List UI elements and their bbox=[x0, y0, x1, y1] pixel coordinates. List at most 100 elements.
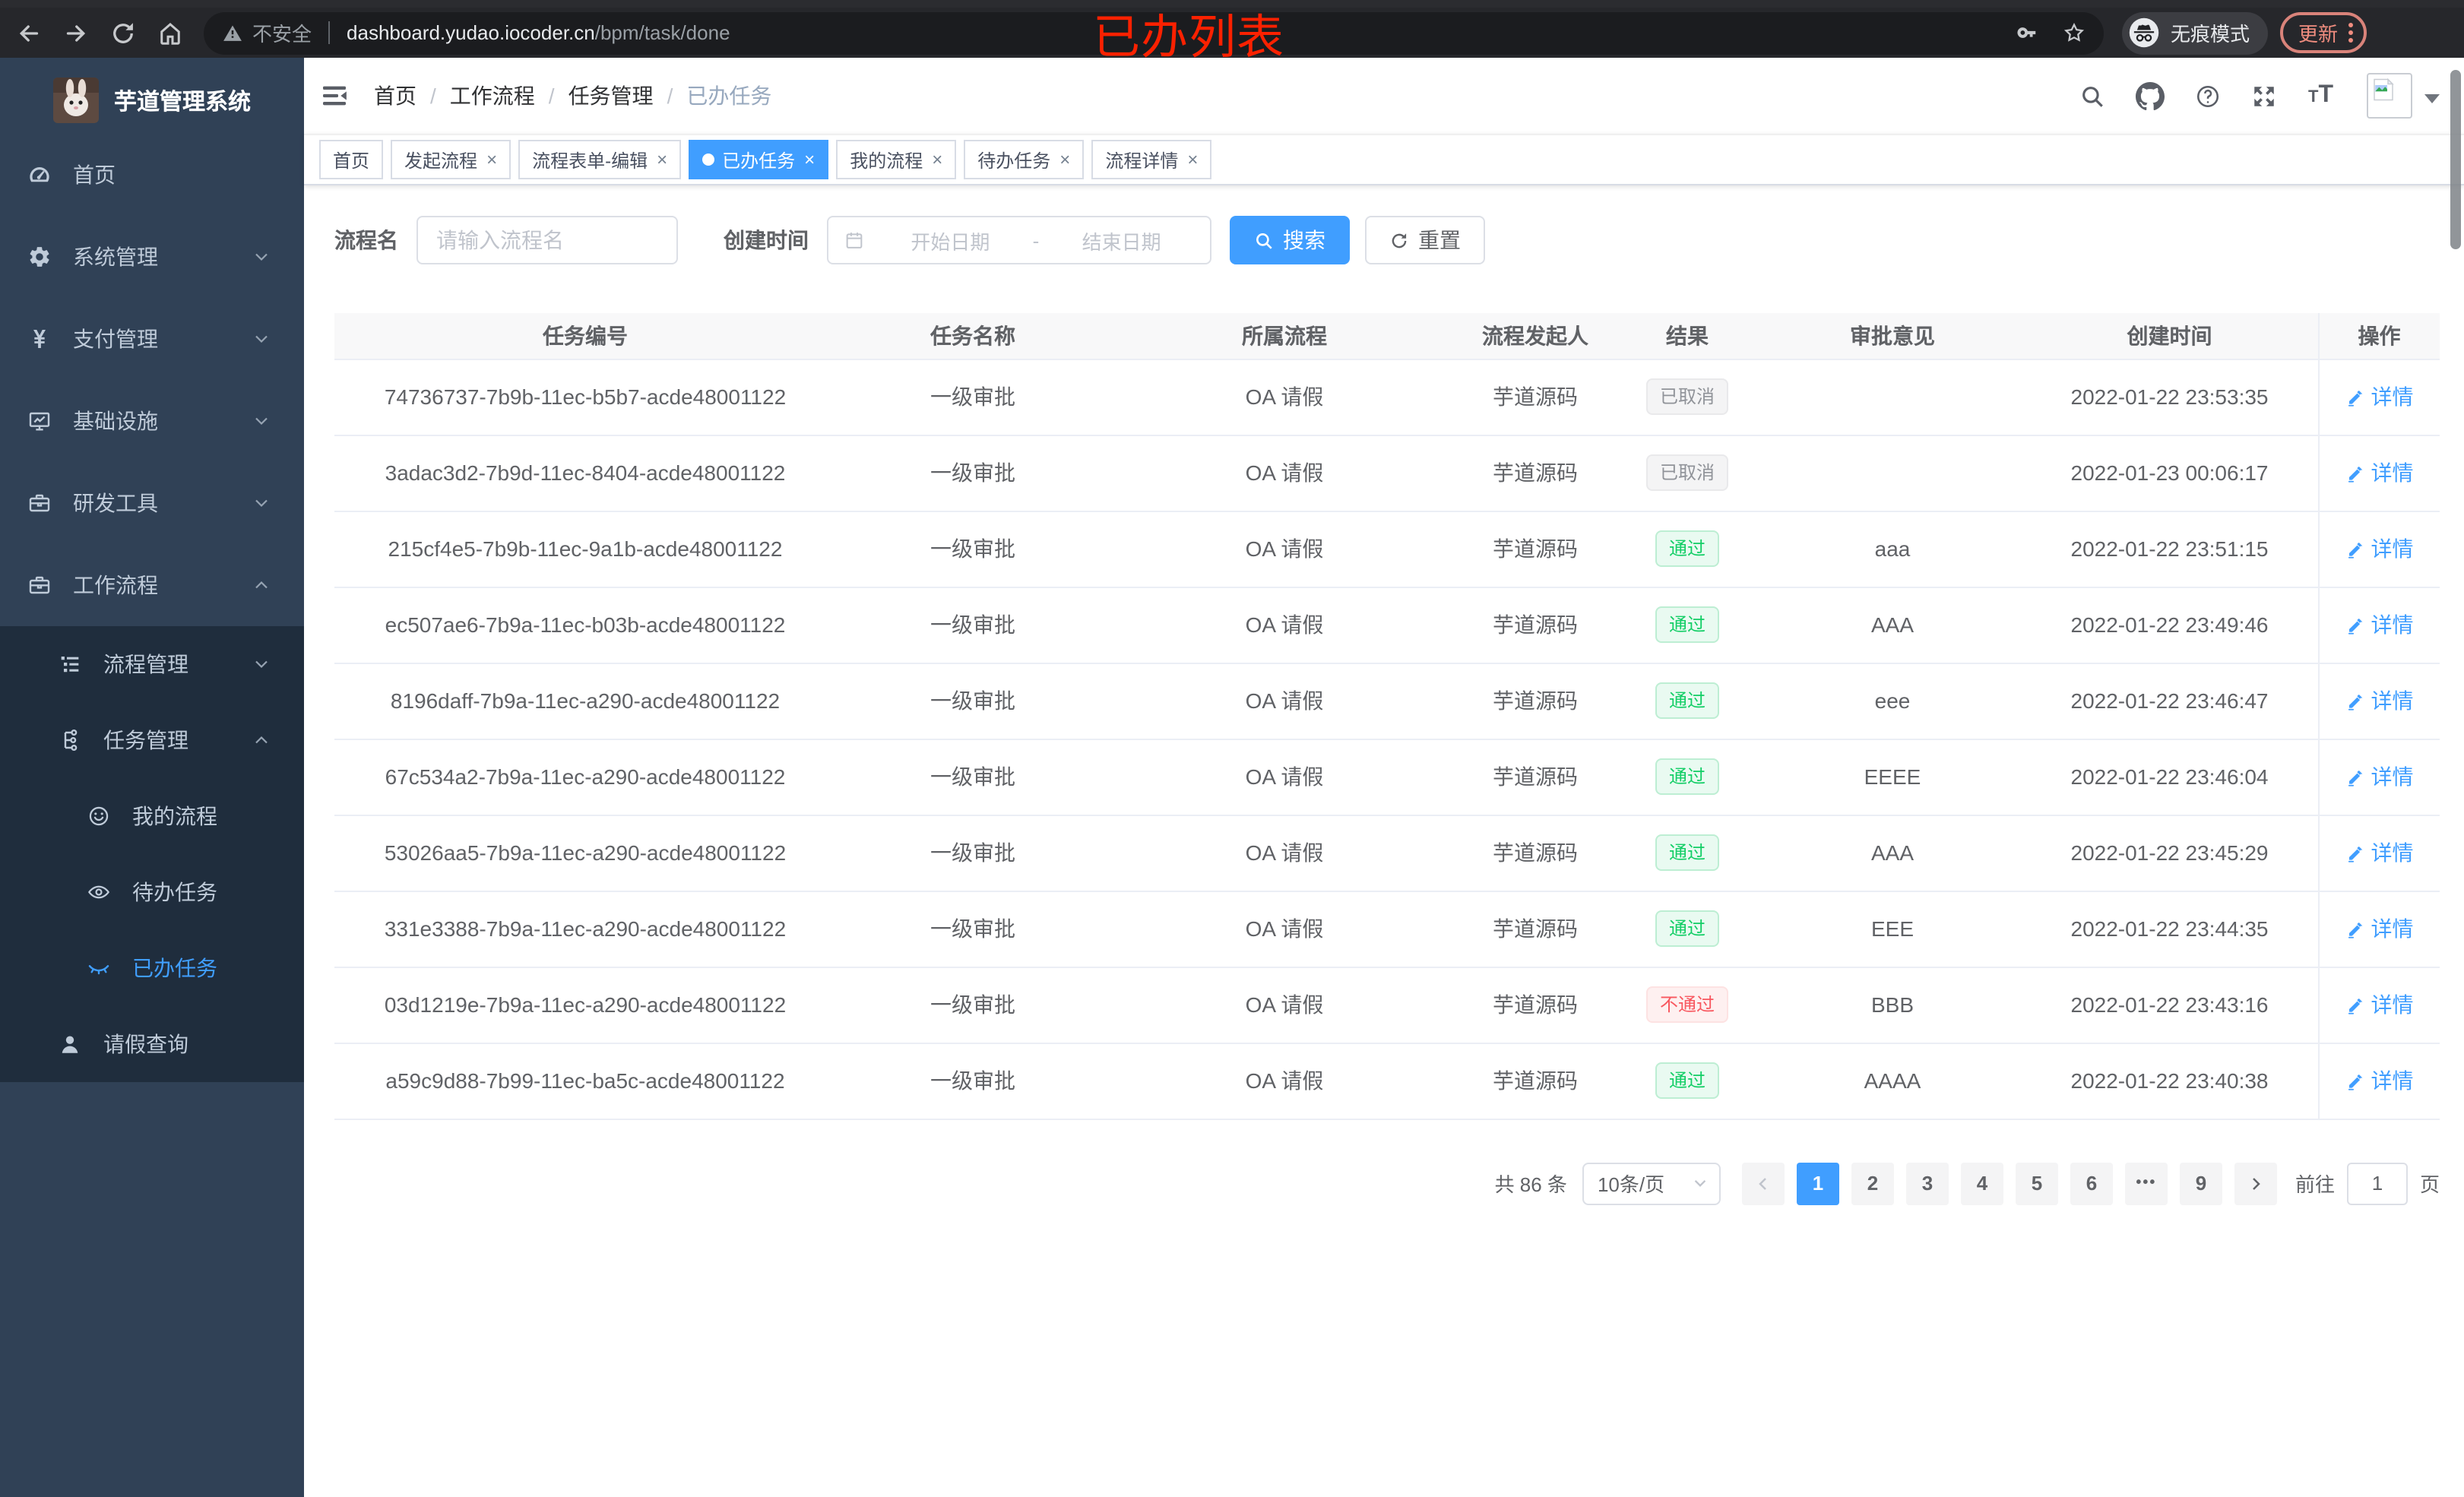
breadcrumb-item[interactable]: 工作流程 bbox=[449, 84, 535, 108]
tab-流程表单-编辑[interactable]: 流程表单-编辑 × bbox=[518, 140, 682, 179]
result-badge: 不通过 bbox=[1645, 986, 1728, 1023]
page-scrollbar[interactable] bbox=[2450, 70, 2461, 249]
search-icon[interactable] bbox=[2080, 83, 2106, 109]
result-badge: 通过 bbox=[1655, 530, 1719, 567]
goto-page-input[interactable] bbox=[2346, 1162, 2408, 1204]
edit-pen-icon bbox=[2345, 843, 2365, 862]
detail-button[interactable]: 详情 bbox=[2345, 989, 2414, 1020]
tab-我的流程[interactable]: 我的流程 × bbox=[836, 140, 957, 179]
page-button[interactable]: 4 bbox=[1960, 1162, 2003, 1204]
bookmark-star-icon[interactable] bbox=[2063, 21, 2086, 44]
sidebar-item-workflow[interactable]: 工作流程 bbox=[0, 544, 304, 626]
help-icon[interactable] bbox=[2196, 83, 2222, 109]
sidebar-item-devtools[interactable]: 研发工具 bbox=[0, 462, 304, 544]
github-icon[interactable] bbox=[2136, 81, 2165, 110]
result-cell: 通过 bbox=[1611, 663, 1763, 739]
sidebar-item-label: 我的流程 bbox=[132, 804, 217, 828]
start-date-placeholder[interactable]: 开始日期 bbox=[911, 230, 990, 253]
update-label[interactable]: 更新 bbox=[2298, 23, 2339, 46]
close-icon[interactable]: × bbox=[804, 149, 816, 170]
reload-icon[interactable] bbox=[109, 19, 137, 46]
more-pages-button[interactable]: ••• bbox=[2124, 1162, 2168, 1204]
forward-icon[interactable] bbox=[62, 19, 90, 46]
task-name-cell: 一级审批 bbox=[836, 587, 1110, 663]
detail-button[interactable]: 详情 bbox=[2345, 837, 2414, 868]
sidebar-item-label: 请假查询 bbox=[103, 1032, 188, 1056]
detail-button[interactable]: 详情 bbox=[2345, 457, 2414, 488]
sidebar-item-done-task[interactable]: 已办任务 bbox=[0, 930, 304, 1006]
close-icon[interactable]: × bbox=[932, 149, 943, 170]
sidebar-item-system[interactable]: 系统管理 bbox=[0, 216, 304, 298]
page-button[interactable]: 1 bbox=[1796, 1162, 1839, 1204]
warning-icon bbox=[222, 22, 243, 43]
comment-cell: AAA bbox=[1763, 815, 2022, 891]
comment-cell: eee bbox=[1763, 663, 2022, 739]
detail-button[interactable]: 详情 bbox=[2345, 1065, 2414, 1096]
detail-button[interactable]: 详情 bbox=[2345, 685, 2414, 716]
sidebar-item-label: 待办任务 bbox=[132, 880, 217, 904]
sidebar-item-home[interactable]: 首页 bbox=[0, 134, 304, 216]
prev-page-button[interactable] bbox=[1741, 1162, 1785, 1204]
page-button[interactable]: 9 bbox=[2179, 1162, 2222, 1204]
tab-已办任务[interactable]: 已办任务 × bbox=[689, 140, 829, 179]
sidebar-collapse-icon[interactable] bbox=[319, 81, 350, 111]
create-time-cell: 2022-01-22 23:44:35 bbox=[2022, 891, 2318, 967]
sidebar-item-my-process[interactable]: 我的流程 bbox=[0, 778, 304, 854]
detail-button[interactable]: 详情 bbox=[2345, 381, 2414, 412]
page-button[interactable]: 6 bbox=[2070, 1162, 2113, 1204]
end-date-placeholder[interactable]: 结束日期 bbox=[1082, 230, 1161, 253]
tab-首页[interactable]: 首页 bbox=[319, 140, 384, 179]
task-name-cell: 一级审批 bbox=[836, 359, 1110, 435]
close-icon[interactable]: × bbox=[1187, 149, 1199, 170]
date-range-picker[interactable]: 开始日期 - 结束日期 bbox=[827, 216, 1211, 264]
sidebar-item-process-mgmt[interactable]: 流程管理 bbox=[0, 626, 304, 702]
table-row: ec507ae6-7b9a-11ec-b03b-acde48001122 一级审批… bbox=[334, 587, 2440, 663]
sidebar-item-payment[interactable]: 支付管理 bbox=[0, 298, 304, 380]
user-icon bbox=[58, 1032, 82, 1056]
sidebar-item-task-mgmt[interactable]: 任务管理 bbox=[0, 702, 304, 778]
column-header: 结果 bbox=[1611, 313, 1763, 359]
back-icon[interactable] bbox=[15, 19, 43, 46]
breadcrumb-item[interactable]: 任务管理 bbox=[568, 84, 654, 108]
menu-dots-icon[interactable] bbox=[2348, 23, 2354, 43]
close-icon[interactable]: × bbox=[486, 149, 498, 170]
close-icon[interactable]: × bbox=[1059, 149, 1071, 170]
close-icon[interactable]: × bbox=[657, 149, 668, 170]
sidebar-item-label: 已办任务 bbox=[132, 956, 217, 980]
sidebar-item-leave-query[interactable]: 请假查询 bbox=[0, 1006, 304, 1082]
address-bar[interactable]: 不安全 dashboard.yudao.iocoder.cn/bpm/task/… bbox=[204, 11, 2104, 54]
breadcrumb-separator: / bbox=[430, 84, 436, 108]
page-size-select[interactable]: 10条/页 bbox=[1582, 1162, 1721, 1204]
security-label[interactable]: 不安全 bbox=[252, 23, 312, 46]
page-button[interactable]: 5 bbox=[2015, 1162, 2058, 1204]
detail-label: 详情 bbox=[2371, 385, 2414, 409]
logo[interactable]: 芋道管理系统 bbox=[0, 58, 304, 134]
sidebar-item-todo-task[interactable]: 待办任务 bbox=[0, 854, 304, 930]
next-page-button[interactable] bbox=[2234, 1162, 2277, 1204]
key-icon[interactable] bbox=[2016, 21, 2038, 44]
table-row: 74736737-7b9b-11ec-b5b7-acde48001122 一级审批… bbox=[334, 359, 2440, 435]
search-button[interactable]: 搜索 bbox=[1230, 216, 1350, 264]
tab-待办任务[interactable]: 待办任务 × bbox=[964, 140, 1085, 179]
home-icon[interactable] bbox=[157, 19, 184, 46]
avatar[interactable] bbox=[2367, 73, 2412, 119]
breadcrumb-item[interactable]: 首页 bbox=[374, 84, 416, 108]
detail-button[interactable]: 详情 bbox=[2345, 609, 2414, 640]
process-name-input[interactable] bbox=[416, 216, 678, 264]
detail-button[interactable]: 详情 bbox=[2345, 533, 2414, 564]
update-button[interactable]: 更新 bbox=[2280, 12, 2367, 53]
reset-button[interactable]: 重置 bbox=[1365, 216, 1485, 264]
fullscreen-icon[interactable] bbox=[2252, 83, 2278, 109]
dashboard-icon bbox=[27, 163, 52, 187]
page-button[interactable]: 3 bbox=[1905, 1162, 1949, 1204]
caret-down-icon[interactable] bbox=[2424, 94, 2440, 103]
detail-button[interactable]: 详情 bbox=[2345, 761, 2414, 792]
sidebar-item-infra[interactable]: 基础设施 bbox=[0, 380, 304, 462]
tab-流程详情[interactable]: 流程详情 × bbox=[1091, 140, 1212, 179]
breadcrumb-item[interactable]: 已办任务 bbox=[686, 84, 772, 108]
detail-button[interactable]: 详情 bbox=[2345, 913, 2414, 944]
page-button[interactable]: 2 bbox=[1851, 1162, 1894, 1204]
tab-发起流程[interactable]: 发起流程 × bbox=[391, 140, 511, 179]
chevron-up-icon bbox=[252, 576, 271, 594]
